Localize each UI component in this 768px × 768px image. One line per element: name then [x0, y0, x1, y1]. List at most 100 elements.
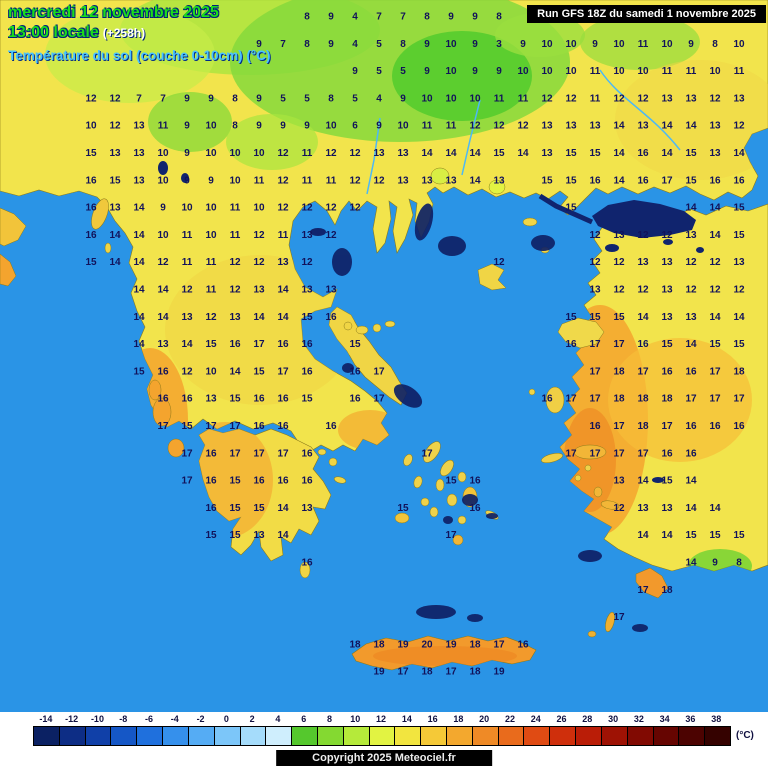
legend-color-cell: [446, 727, 472, 745]
legend-color-cell: [368, 727, 395, 745]
temp-value: 9: [472, 39, 478, 50]
temp-value: 17: [637, 585, 649, 596]
temp-value: 10: [613, 39, 625, 50]
temp-value: 9: [304, 121, 310, 132]
temp-value: 15: [733, 339, 745, 350]
legend-color-cell: [110, 727, 137, 745]
temp-value: 8: [496, 12, 502, 23]
legend-tick-label: 18: [453, 714, 464, 724]
temp-value: 12: [85, 93, 97, 104]
island: [429, 506, 439, 518]
legend-tick-label: 30: [608, 714, 619, 724]
temp-value: 11: [302, 148, 313, 159]
temp-value: 14: [637, 312, 649, 323]
copyright-box: Copyright 2025 Meteociel.fr: [276, 750, 492, 766]
legend-labels: -14 -12 -10 -8 -6 -4 -2 0 2 4 6 8 10 12 14 16 18 20 22 24 26…: [33, 714, 729, 724]
temp-value: 14: [277, 285, 289, 296]
temp-value: 17: [397, 667, 409, 678]
legend-color-cell: [523, 727, 550, 745]
rivers: [366, 69, 681, 195]
temp-value: 11: [590, 93, 601, 104]
temp-value: 16: [733, 421, 745, 432]
temp-value: 13: [133, 148, 145, 159]
temp-value: 12: [109, 93, 121, 104]
temp-value: 10: [541, 39, 553, 50]
lakes: [158, 161, 704, 483]
temp-value: 10: [445, 39, 457, 50]
temp-value: 14: [709, 312, 721, 323]
legend-color-cell: [265, 727, 292, 745]
temp-value: 20: [421, 639, 433, 650]
temp-value: 4: [352, 12, 358, 23]
temp-value: 9: [472, 66, 478, 77]
temp-value: 11: [590, 66, 601, 77]
temp-value: 16: [469, 476, 481, 487]
temp-value: 14: [133, 312, 145, 323]
island: [0, 207, 27, 247]
temp-value: 10: [445, 66, 457, 77]
temp-value: 16: [157, 366, 169, 377]
temp-value: 12: [325, 230, 337, 241]
legend-tick-label: -14: [39, 714, 53, 724]
temp-value: 15: [181, 421, 193, 432]
temp-value: 18: [661, 585, 673, 596]
temp-value: 14: [469, 148, 481, 159]
temp-value: 17: [589, 366, 601, 377]
legend-tick-label: 26: [556, 714, 567, 724]
temp-value: 11: [326, 175, 337, 186]
island: [635, 567, 669, 599]
temp-value: 13: [541, 148, 553, 159]
temp-value: 13: [541, 121, 553, 132]
temp-value: 13: [277, 257, 289, 268]
temp-value: 11: [206, 257, 217, 268]
legend-tick-label: -6: [145, 714, 154, 724]
island: [584, 464, 592, 472]
temp-value: 16: [469, 503, 481, 514]
temp-value: 14: [133, 339, 145, 350]
temp-value: 16: [517, 639, 529, 650]
temp-value: 15: [565, 175, 577, 186]
temp-value: 17: [181, 448, 193, 459]
legend-color-cell: [497, 727, 524, 745]
temp-value: 17: [181, 476, 193, 487]
temp-value: 8: [736, 558, 742, 569]
temp-value: 17: [229, 421, 241, 432]
temp-value: 16: [229, 339, 241, 350]
temp-value: 11: [254, 175, 265, 186]
temp-value: 15: [565, 203, 577, 214]
temp-value: 15: [349, 339, 361, 350]
temp-value: 10: [421, 93, 433, 104]
temp-value: 9: [712, 558, 718, 569]
temp-value: 15: [589, 312, 601, 323]
temp-value: 16: [685, 366, 697, 377]
temp-value: 12: [253, 257, 265, 268]
temp-value: 16: [301, 366, 313, 377]
temp-value: 10: [565, 66, 577, 77]
legend-color-cell: [342, 727, 369, 745]
temp-value: 13: [685, 93, 697, 104]
temp-value: 16: [685, 421, 697, 432]
temp-value: 16: [181, 394, 193, 405]
legend-tick-label: -4: [170, 714, 179, 724]
temp-value: 11: [518, 93, 529, 104]
temp-value: 14: [133, 285, 145, 296]
legend-color-cell: [575, 727, 601, 745]
temp-value: 12: [733, 285, 745, 296]
temp-value: 11: [230, 203, 241, 214]
temp-value: 18: [661, 394, 673, 405]
temp-value: 13: [397, 148, 409, 159]
map-area[interactable]: 8 9 4 7 7 8 9 9 8 9 7 8 9 4 5 8 9 10 9 3 9 10 10 9 10 11 10 9 8 10 9 5 5…: [0, 0, 768, 712]
temp-value: 9: [328, 39, 334, 50]
temp-value: 14: [229, 366, 241, 377]
temp-value: 13: [325, 285, 337, 296]
temp-value: 13: [253, 530, 265, 541]
temp-value: 11: [182, 230, 193, 241]
temp-value: 3: [496, 39, 502, 50]
temp-value: 15: [253, 503, 265, 514]
temp-value: 18: [613, 394, 625, 405]
temp-value: 18: [469, 667, 481, 678]
temp-value: 16: [637, 175, 649, 186]
legend-tick-label: 38: [711, 714, 722, 724]
temp-value: 13: [301, 230, 313, 241]
island: [574, 474, 582, 482]
